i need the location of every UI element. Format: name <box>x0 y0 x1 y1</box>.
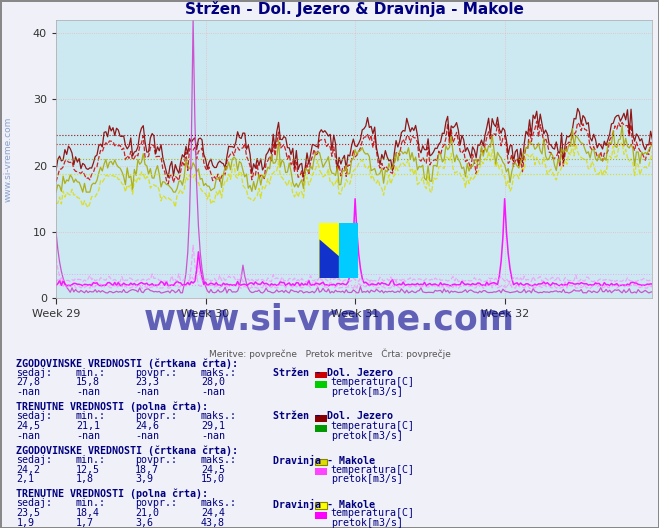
Polygon shape <box>320 239 339 278</box>
FancyBboxPatch shape <box>315 381 327 388</box>
Text: sedaj:: sedaj: <box>16 455 53 465</box>
Text: sedaj:: sedaj: <box>16 411 53 421</box>
Text: sedaj:: sedaj: <box>16 498 53 508</box>
Text: pretok[m3/s]: pretok[m3/s] <box>331 474 403 484</box>
Text: 27,8: 27,8 <box>16 378 40 388</box>
Text: pretok[m3/s]: pretok[m3/s] <box>331 518 403 528</box>
FancyBboxPatch shape <box>315 425 327 431</box>
Text: -nan: -nan <box>135 387 159 397</box>
Text: 23,3: 23,3 <box>135 378 159 388</box>
Text: -nan: -nan <box>16 387 40 397</box>
Text: Stržen - Dol. Jezero: Stržen - Dol. Jezero <box>273 368 393 378</box>
Title: Stržen - Dol. Jezero & Dravinja - Makole: Stržen - Dol. Jezero & Dravinja - Makole <box>185 1 524 17</box>
Text: 1,7: 1,7 <box>76 518 94 528</box>
Text: 24,5: 24,5 <box>16 421 40 431</box>
FancyBboxPatch shape <box>315 415 327 422</box>
Text: -nan: -nan <box>135 431 159 441</box>
FancyBboxPatch shape <box>315 512 327 518</box>
Text: 28,0: 28,0 <box>201 378 225 388</box>
Text: povpr.:: povpr.: <box>135 368 177 378</box>
FancyBboxPatch shape <box>315 502 327 509</box>
Text: pretok[m3/s]: pretok[m3/s] <box>331 431 403 441</box>
Text: 23,5: 23,5 <box>16 508 40 518</box>
FancyBboxPatch shape <box>315 468 327 475</box>
Text: TRENUTNE VREDNOSTI (polna črta):: TRENUTNE VREDNOSTI (polna črta): <box>16 489 208 499</box>
Text: www.si-vreme.com: www.si-vreme.com <box>3 116 13 202</box>
Text: -nan: -nan <box>76 431 100 441</box>
Text: 15,8: 15,8 <box>76 378 100 388</box>
Text: temperatura[C]: temperatura[C] <box>331 508 415 518</box>
Text: temperatura[C]: temperatura[C] <box>331 465 415 475</box>
Text: -nan: -nan <box>201 387 225 397</box>
Text: TRENUTNE VREDNOSTI (polna črta):: TRENUTNE VREDNOSTI (polna črta): <box>16 402 208 412</box>
Text: Dravinja - Makole: Dravinja - Makole <box>273 455 376 466</box>
Text: pretok[m3/s]: pretok[m3/s] <box>331 387 403 397</box>
Text: 24,5: 24,5 <box>201 465 225 475</box>
Text: maks.:: maks.: <box>201 411 237 421</box>
Text: ZGODOVINSKE VREDNOSTI (črtkana črta):: ZGODOVINSKE VREDNOSTI (črtkana črta): <box>16 445 239 456</box>
Text: 21,1: 21,1 <box>76 421 100 431</box>
Text: 12,5: 12,5 <box>76 465 100 475</box>
FancyBboxPatch shape <box>315 459 327 466</box>
Text: 21,0: 21,0 <box>135 508 159 518</box>
Text: 24,6: 24,6 <box>135 421 159 431</box>
Text: min.:: min.: <box>76 498 106 508</box>
FancyBboxPatch shape <box>315 372 327 379</box>
Text: ZGODOVINSKE VREDNOSTI (črtkana črta):: ZGODOVINSKE VREDNOSTI (črtkana črta): <box>16 358 239 369</box>
Text: -nan: -nan <box>76 387 100 397</box>
Text: 29,1: 29,1 <box>201 421 225 431</box>
Polygon shape <box>339 223 358 278</box>
Text: temperatura[C]: temperatura[C] <box>331 421 415 431</box>
Text: povpr.:: povpr.: <box>135 411 177 421</box>
Text: 2,1: 2,1 <box>16 474 34 484</box>
Text: 3,6: 3,6 <box>135 518 153 528</box>
Text: 43,8: 43,8 <box>201 518 225 528</box>
Text: Dravinja - Makole: Dravinja - Makole <box>273 498 376 510</box>
Text: 24,2: 24,2 <box>16 465 40 475</box>
Text: 1,8: 1,8 <box>76 474 94 484</box>
Text: temperatura[C]: temperatura[C] <box>331 378 415 388</box>
Text: Meritve: povprečne   Pretok meritve   Črta: povprečje: Meritve: povprečne Pretok meritve Črta: … <box>208 348 451 359</box>
Text: maks.:: maks.: <box>201 498 237 508</box>
Text: 15,0: 15,0 <box>201 474 225 484</box>
Text: maks.:: maks.: <box>201 455 237 465</box>
Text: 1,9: 1,9 <box>16 518 34 528</box>
Text: min.:: min.: <box>76 368 106 378</box>
Text: Stržen - Dol. Jezero: Stržen - Dol. Jezero <box>273 411 393 421</box>
Text: -nan: -nan <box>16 431 40 441</box>
Text: 18,7: 18,7 <box>135 465 159 475</box>
Text: -nan: -nan <box>201 431 225 441</box>
Text: min.:: min.: <box>76 411 106 421</box>
Text: min.:: min.: <box>76 455 106 465</box>
Text: 24,4: 24,4 <box>201 508 225 518</box>
Text: povpr.:: povpr.: <box>135 455 177 465</box>
Text: www.si-vreme.com: www.si-vreme.com <box>144 303 515 337</box>
Text: 18,4: 18,4 <box>76 508 100 518</box>
Text: sedaj:: sedaj: <box>16 368 53 378</box>
Text: povpr.:: povpr.: <box>135 498 177 508</box>
Text: 3,9: 3,9 <box>135 474 153 484</box>
Text: maks.:: maks.: <box>201 368 237 378</box>
